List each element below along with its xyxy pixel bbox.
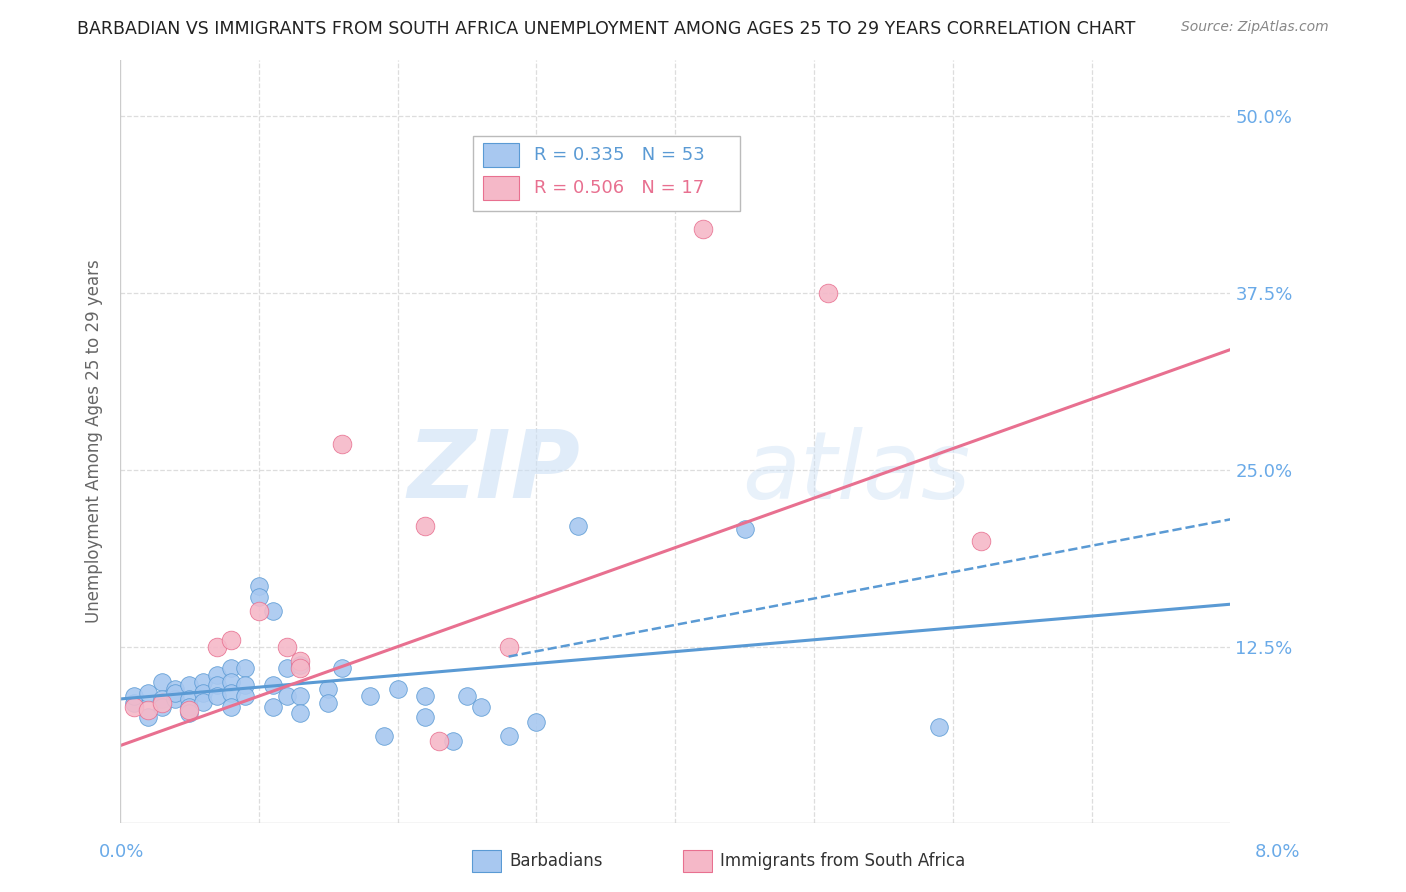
Point — [233, 661, 256, 675]
Point — [427, 734, 450, 748]
Point — [165, 686, 187, 700]
Point — [734, 522, 756, 536]
Text: Barbadians: Barbadians — [509, 852, 603, 870]
Point — [456, 689, 478, 703]
Point — [470, 700, 492, 714]
Text: BARBADIAN VS IMMIGRANTS FROM SOUTH AFRICA UNEMPLOYMENT AMONG AGES 25 TO 29 YEARS: BARBADIAN VS IMMIGRANTS FROM SOUTH AFRIC… — [77, 20, 1136, 37]
FancyBboxPatch shape — [683, 849, 711, 872]
Point — [179, 700, 201, 714]
Point — [387, 682, 409, 697]
FancyBboxPatch shape — [484, 176, 519, 200]
Point — [179, 703, 201, 717]
Text: 8.0%: 8.0% — [1256, 843, 1301, 861]
Text: Source: ZipAtlas.com: Source: ZipAtlas.com — [1181, 20, 1329, 34]
Point — [415, 710, 437, 724]
Text: ZIP: ZIP — [408, 426, 581, 518]
Point — [122, 689, 145, 703]
Point — [262, 604, 284, 618]
Point — [817, 285, 839, 300]
Point — [524, 714, 547, 729]
Point — [290, 654, 312, 668]
Point — [262, 678, 284, 692]
Point — [441, 734, 464, 748]
Point — [969, 533, 991, 548]
Point — [415, 519, 437, 533]
Point — [316, 696, 339, 710]
Point — [150, 692, 173, 706]
Point — [136, 686, 159, 700]
Point — [136, 703, 159, 717]
Point — [247, 604, 270, 618]
Point — [316, 682, 339, 697]
Point — [193, 675, 215, 690]
Point — [233, 689, 256, 703]
Point — [205, 678, 228, 692]
Y-axis label: Unemployment Among Ages 25 to 29 years: Unemployment Among Ages 25 to 29 years — [86, 260, 103, 624]
Point — [179, 706, 201, 720]
Point — [247, 579, 270, 593]
Point — [205, 640, 228, 654]
Point — [136, 710, 159, 724]
Point — [219, 632, 242, 647]
Text: atlas: atlas — [742, 426, 970, 517]
Point — [928, 720, 950, 734]
FancyBboxPatch shape — [472, 849, 501, 872]
Point — [498, 729, 520, 743]
Text: R = 0.506   N = 17: R = 0.506 N = 17 — [534, 179, 704, 197]
Point — [233, 678, 256, 692]
Point — [122, 696, 145, 710]
Point — [150, 696, 173, 710]
Point — [205, 668, 228, 682]
Point — [359, 689, 381, 703]
Point — [165, 682, 187, 697]
Point — [219, 686, 242, 700]
Text: Immigrants from South Africa: Immigrants from South Africa — [720, 852, 965, 870]
Point — [193, 686, 215, 700]
Point — [262, 700, 284, 714]
Point — [276, 661, 298, 675]
Point — [290, 689, 312, 703]
Point — [276, 689, 298, 703]
Point — [219, 675, 242, 690]
Point — [373, 729, 395, 743]
FancyBboxPatch shape — [472, 136, 740, 211]
Point — [276, 640, 298, 654]
Point — [150, 675, 173, 690]
Point — [415, 689, 437, 703]
Point — [193, 695, 215, 709]
Text: 0.0%: 0.0% — [98, 843, 143, 861]
Text: R = 0.335   N = 53: R = 0.335 N = 53 — [534, 146, 704, 164]
Point — [122, 700, 145, 714]
Point — [165, 692, 187, 706]
Point — [330, 437, 353, 451]
Point — [290, 706, 312, 720]
Point — [247, 590, 270, 604]
Point — [330, 661, 353, 675]
Point — [567, 519, 589, 533]
Point — [179, 692, 201, 706]
Point — [179, 678, 201, 692]
Point — [150, 700, 173, 714]
Point — [290, 658, 312, 673]
Point — [290, 661, 312, 675]
Point — [219, 700, 242, 714]
Point — [219, 661, 242, 675]
Point — [498, 640, 520, 654]
Point — [205, 689, 228, 703]
Point — [692, 222, 714, 236]
FancyBboxPatch shape — [484, 143, 519, 168]
